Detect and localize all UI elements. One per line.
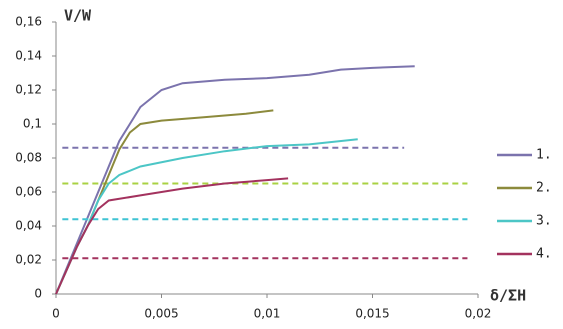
x-tick-label: 0,02: [465, 307, 492, 321]
y-tick-label: 0,14: [15, 49, 42, 63]
x-tick-label: 0,005: [144, 307, 178, 321]
series-line: [55, 109, 274, 295]
y-tick-label: 0,02: [15, 253, 42, 267]
legend-label: 4.: [536, 247, 552, 262]
legend-label: 3.: [536, 214, 552, 229]
x-tick-label: 0,01: [254, 307, 281, 321]
y-tick-label: 0,08: [15, 151, 42, 165]
y-axis-label: V/W: [64, 7, 92, 25]
x-tick-label: 0: [52, 307, 60, 321]
y-tick-label: 0: [34, 287, 42, 301]
series-line: [55, 65, 415, 295]
x-tick-label: 0,015: [355, 307, 389, 321]
y-tick-label: 0,04: [15, 219, 42, 233]
y-tick-label: 0,16: [15, 15, 42, 29]
series-line: [55, 177, 289, 295]
series-line: [55, 138, 358, 295]
y-tick-label: 0,06: [15, 185, 42, 199]
legend-label: 2.: [536, 181, 552, 196]
y-tick-label: 0,1: [23, 117, 42, 131]
y-tick-label: 0,12: [15, 83, 42, 97]
legend-label: 1.: [536, 148, 552, 163]
x-axis-label: δ/ΣH: [490, 287, 526, 305]
